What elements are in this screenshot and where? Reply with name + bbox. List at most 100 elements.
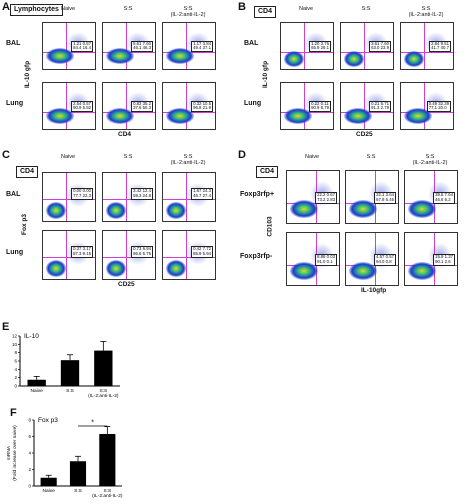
bar bbox=[99, 434, 116, 486]
quadrant-line-vertical bbox=[126, 23, 128, 69]
quadrant-value-line: 22.1 3.64 bbox=[376, 192, 394, 198]
quadrant-line-vertical bbox=[304, 23, 306, 69]
y-tick-label: 4 bbox=[28, 451, 31, 456]
quadrant-value-line: 0.42 7.72 bbox=[193, 246, 211, 252]
row-label: BAL bbox=[6, 191, 21, 198]
quadrant-line-vertical bbox=[304, 83, 306, 129]
chart-title: Fox p3 bbox=[38, 417, 58, 424]
flow-plot: 1.20 3.76 65.9 29.1 bbox=[280, 22, 334, 70]
quadrant-value-line: 4.57 0.57 bbox=[376, 254, 394, 260]
quadrant-value-line: 1.20 3.76 bbox=[311, 40, 329, 46]
flow-plot: 15.9 1.37 90.1 2.6 bbox=[404, 232, 458, 286]
quadrant-value-line: 87.3 9.15 bbox=[73, 251, 91, 257]
y-tick-label: 8 bbox=[28, 418, 31, 423]
cell-density-cloud bbox=[343, 50, 365, 67]
flow-plot: 4.57 0.57 94.0 0.8 bbox=[345, 232, 399, 286]
cell-density-cloud bbox=[45, 259, 67, 277]
quadrant-values: 8.86 0.03 91.0 0.1 bbox=[315, 254, 337, 267]
quadrant-line-vertical bbox=[424, 23, 426, 69]
quadrant-values: 0.22 0.11 90.9 8.79 bbox=[309, 100, 331, 113]
quadrant-line-vertical bbox=[186, 231, 188, 279]
y-tick-label: 2 bbox=[28, 467, 31, 472]
cell-density-cloud bbox=[165, 201, 187, 219]
column-header: Naive bbox=[298, 6, 314, 12]
quadrant-values: 3.61 7.60 63.0 23.9 bbox=[369, 40, 391, 53]
flow-plot: 0.00 0.00 77.7 22.3 bbox=[42, 172, 96, 222]
cell-density-cloud bbox=[403, 108, 433, 125]
panel-a-gate-label: Lymphocytes bbox=[10, 4, 63, 16]
cell-density-cloud bbox=[165, 48, 195, 65]
quadrant-values: 3.42 12.4 59.3 24.8 bbox=[131, 188, 153, 201]
quadrant-values: 15.9 1.37 90.1 2.6 bbox=[433, 254, 455, 267]
column-header: S:S bbox=[123, 6, 133, 12]
quadrant-line-vertical bbox=[186, 83, 188, 129]
panel-a: Naive S:S S:S (IL-2:anti-IL-2) BAL 1.21 0.57… bbox=[0, 0, 235, 140]
flow-plot: 1.21 0.57 84.4 16.4 bbox=[42, 22, 96, 70]
quadrant-values: 1.21 0.57 84.4 16.4 bbox=[71, 40, 93, 53]
quadrant-values: 0.00 0.00 77.7 22.3 bbox=[71, 188, 93, 201]
y-tick-label: 6 bbox=[14, 359, 17, 364]
quadrant-value-line: 90.9 5.92 bbox=[73, 105, 91, 111]
cell-density-cloud bbox=[283, 108, 313, 125]
quadrant-value-line: 3.42 12.4 bbox=[133, 188, 151, 194]
row-label: BAL bbox=[6, 40, 21, 47]
cell-density-cloud bbox=[45, 48, 75, 65]
panel-c: Naive S:S S:S (IL-2:anti-IL-2) BAL 0.00 0.00… bbox=[0, 148, 235, 298]
y-tick-label: 0 bbox=[14, 384, 17, 389]
column-header: Naive bbox=[304, 154, 320, 160]
quadrant-line-horizontal bbox=[341, 51, 393, 53]
column-header: Naive bbox=[60, 154, 76, 160]
flow-plot: 0.37 3.17 87.3 9.15 bbox=[42, 230, 96, 280]
quadrant-value-line: 85.9 5.94 bbox=[193, 251, 211, 257]
quadrant-value-line: 65.9 29.1 bbox=[311, 45, 329, 51]
quadrant-line-horizontal bbox=[103, 257, 155, 259]
quadrant-value-line: 90.9 8.79 bbox=[311, 105, 329, 111]
x-category-label: Naive bbox=[31, 388, 44, 394]
y-tick-label: 8 bbox=[14, 350, 17, 355]
panel-letter-d: D bbox=[238, 149, 246, 161]
quadrant-line-vertical bbox=[126, 231, 128, 279]
quadrant-line-vertical bbox=[364, 23, 366, 69]
flow-plot: 2.54 0.57 90.9 5.92 bbox=[42, 82, 96, 130]
quadrant-values: 1.17 3.84 49.4 37.1 bbox=[191, 40, 213, 53]
y-axis-label: IL-10 gfp bbox=[262, 60, 270, 89]
panel-b: Naive S:S S:S (IL-2:anti-IL-2) BAL 1.20 3.76… bbox=[238, 0, 474, 140]
quadrant-value-line: 5.61 7.60 bbox=[133, 40, 151, 46]
y-axis-label: CD103 bbox=[266, 216, 274, 237]
quadrant-line-vertical bbox=[66, 83, 68, 129]
quadrant-value-line: 1.17 3.84 bbox=[193, 40, 211, 46]
column-header: S:S bbox=[123, 154, 133, 160]
quadrant-values: 5.61 7.60 46.1 46.3 bbox=[131, 40, 153, 53]
bar bbox=[69, 461, 87, 486]
quadrant-values: 22.1 3.64 67.8 6.45 bbox=[374, 192, 396, 205]
quadrant-line-vertical bbox=[126, 173, 128, 221]
quadrant-value-line: 0.37 3.17 bbox=[73, 246, 91, 252]
panel-letter-f: F bbox=[10, 407, 17, 419]
quadrant-value-line: 96.8 21.9 bbox=[193, 105, 211, 111]
quadrant-value-line: 0.49 32.39 bbox=[428, 100, 449, 106]
x-category-label: (IL-2:anti-IL-2) bbox=[88, 393, 119, 399]
cell-density-cloud bbox=[105, 201, 127, 219]
flow-plot: 1.17 3.84 49.4 37.1 bbox=[162, 22, 216, 70]
quadrant-values: 2.54 0.57 90.9 5.92 bbox=[71, 100, 93, 113]
y-tick-label: 2 bbox=[14, 375, 17, 380]
quadrant-value-line: 2.84 9.51 bbox=[431, 40, 449, 46]
quadrant-value-line: 90.1 2.6 bbox=[435, 259, 451, 265]
x-category-label: S:S bbox=[103, 488, 111, 494]
x-category-label: S:S bbox=[74, 488, 82, 494]
quadrant-value-line: 84.4 16.4 bbox=[73, 45, 91, 51]
quadrant-value-line: 22.2 0.67 bbox=[317, 192, 335, 198]
quadrant-value-line: 15.9 1.37 bbox=[435, 254, 453, 260]
y-axis-label: (Fold increase over naive) bbox=[12, 425, 18, 481]
quadrant-line-vertical bbox=[66, 173, 68, 221]
quadrant-value-line: 63.0 23.9 bbox=[371, 45, 389, 51]
quadrant-line-vertical bbox=[66, 23, 68, 69]
quadrant-values: 0.49 32.39 77.1 20.0 bbox=[426, 100, 451, 113]
row-label: Lung bbox=[6, 100, 24, 107]
quadrant-value-line: 0.32 10.5 bbox=[193, 100, 211, 106]
quadrant-values: 0.32 10.5 96.8 21.9 bbox=[191, 100, 213, 113]
bar bbox=[27, 379, 46, 386]
row-label: Lung bbox=[244, 100, 262, 107]
